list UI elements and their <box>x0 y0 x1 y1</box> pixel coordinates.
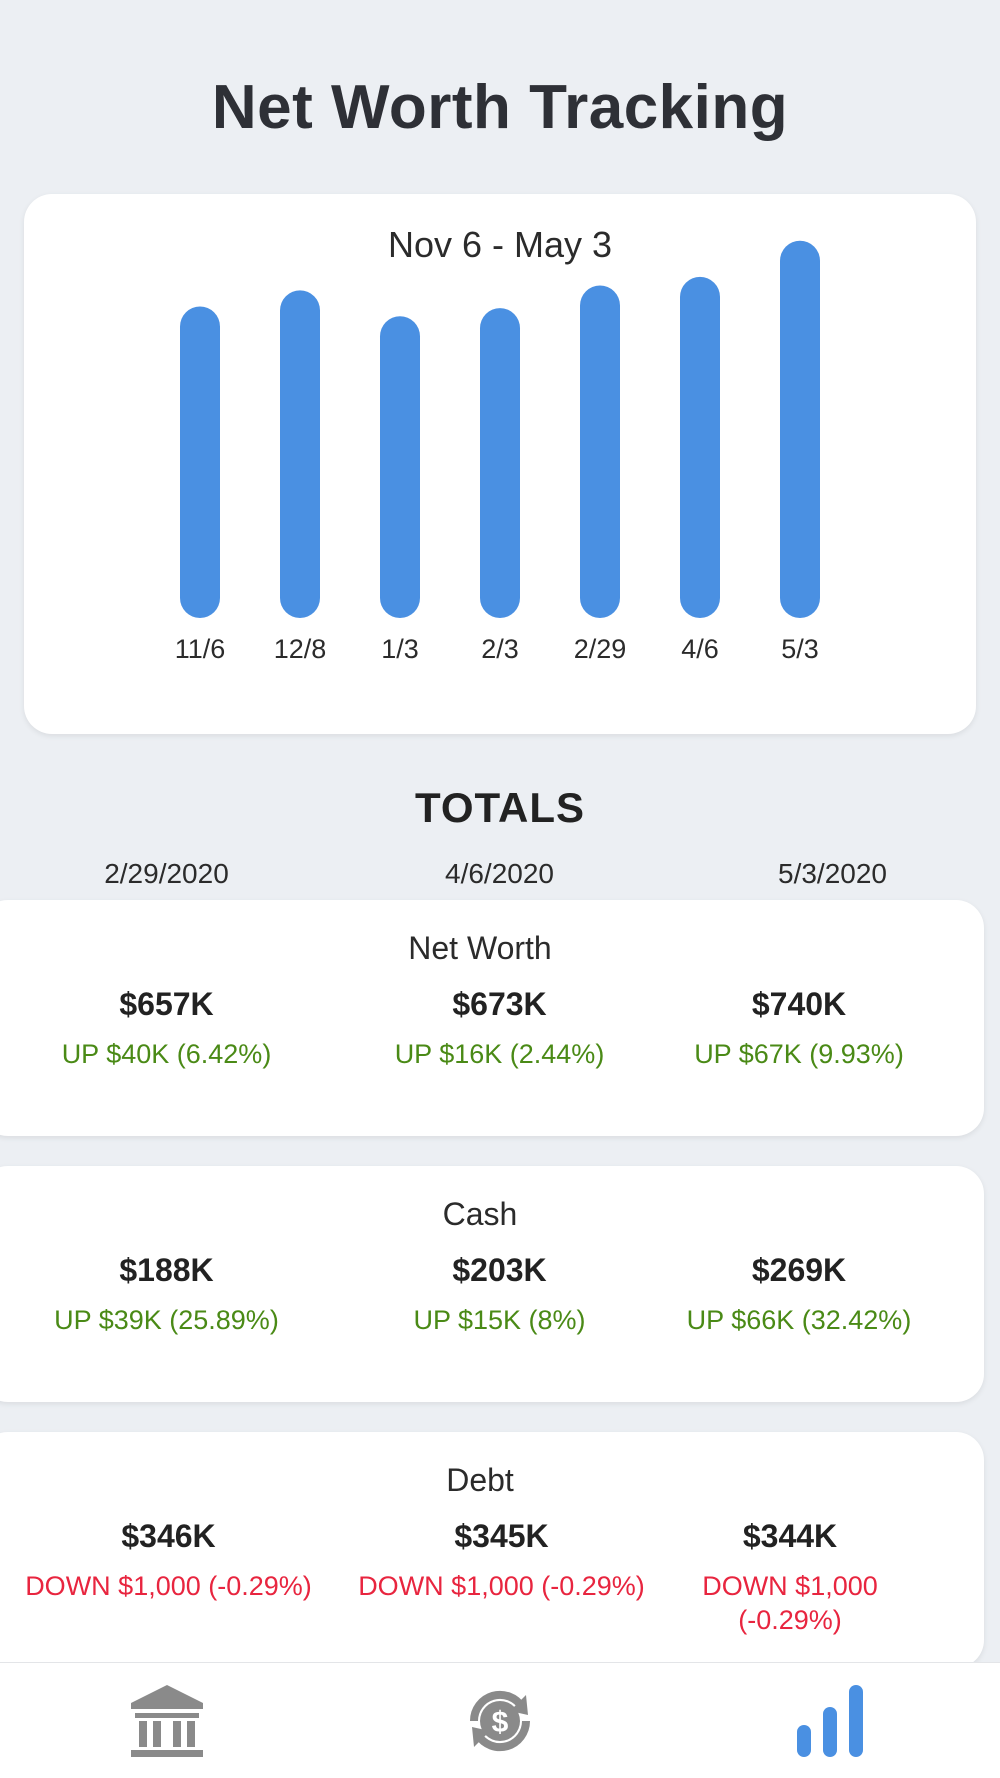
amount-value: $188K <box>119 1252 214 1288</box>
chart-card: Nov 6 - May 3 11/6 12/8 1/3 2/3 2/29 4/6 5/3 <box>24 194 976 734</box>
page-title: Net Worth Tracking <box>211 73 789 142</box>
total-cell: $344K DOWN $1,000 (-0.29%) <box>680 1518 900 1637</box>
dollar-sync-icon: $ <box>469 1690 531 1752</box>
amount-value: $269K <box>751 1252 847 1288</box>
x-tick-label: 2/3 <box>481 634 519 664</box>
total-cell: $203K UP $15K (8%) <box>333 1252 666 1337</box>
totals-date-1: 2/29/2020 <box>104 858 229 889</box>
net-worth-card: Net Worth $657K UP $40K (6.42%) $673K UP… <box>0 900 984 1136</box>
change-value: DOWN $1,000 (-0.29%) <box>358 1571 645 1601</box>
chart-title: Nov 6 - May 3 <box>387 224 613 265</box>
change-value: UP $40K (6.42%) <box>61 1039 272 1069</box>
bar-chart-icon <box>797 1685 863 1757</box>
bar-4/6 <box>680 276 720 618</box>
bar-2/29 <box>580 285 620 618</box>
total-cell: $657K UP $40K (6.42%) <box>0 986 333 1071</box>
totals-date-3: 5/3/2020 <box>778 858 887 889</box>
bar-1/3 <box>380 316 420 618</box>
change-value: UP $39K (25.89%) <box>54 1305 279 1335</box>
change-value: DOWN $1,000 (-0.29%) <box>702 1571 878 1635</box>
amount-value: $203K <box>452 1252 547 1288</box>
bar-2/3 <box>480 308 520 618</box>
tab-bar: $ <box>0 1662 1000 1778</box>
card-label: Debt <box>446 1462 514 1498</box>
card-label: Net Worth <box>408 930 552 966</box>
amount-value: $345K <box>454 1518 549 1554</box>
svg-text:$: $ <box>492 1706 509 1739</box>
x-tick-label: 4/6 <box>681 634 719 664</box>
x-tick-label: 11/6 <box>175 634 226 664</box>
bar-11/6 <box>180 306 220 618</box>
totals-heading: TOTALS <box>414 784 586 831</box>
bar-5/3 <box>780 240 820 618</box>
total-cell: $188K UP $39K (25.89%) <box>0 1252 333 1337</box>
total-cell: $345K DOWN $1,000 (-0.29%) <box>333 1518 670 1603</box>
change-value: UP $66K (32.42%) <box>686 1305 912 1335</box>
cash-card: Cash $188K UP $39K (25.89%) $203K UP $15… <box>0 1166 984 1402</box>
amount-value: $344K <box>742 1518 838 1554</box>
change-value: UP $16K (2.44%) <box>394 1039 605 1069</box>
debt-card: Debt $346K DOWN $1,000 (-0.29%) $345K DO… <box>0 1432 984 1668</box>
change-value: UP $15K (8%) <box>413 1305 586 1335</box>
card-label: Cash <box>442 1196 518 1232</box>
change-value: DOWN $1,000 (-0.29%) <box>25 1571 312 1601</box>
amount-value: $740K <box>751 986 847 1022</box>
x-tick-label: 2/29 <box>574 634 627 664</box>
change-value: UP $67K (9.93%) <box>694 1039 904 1069</box>
bank-icon <box>131 1685 203 1757</box>
tab-accounts[interactable] <box>127 1681 207 1766</box>
total-cell: $673K UP $16K (2.44%) <box>333 986 666 1071</box>
x-tick-label: 5/3 <box>781 634 819 664</box>
totals-date-2: 4/6/2020 <box>445 858 554 889</box>
total-cell: $740K UP $67K (9.93%) <box>644 986 954 1071</box>
total-cell: $269K UP $66K (32.42%) <box>644 1252 954 1337</box>
tab-transactions[interactable]: $ <box>460 1681 540 1766</box>
x-tick-label: 12/8 <box>274 634 327 664</box>
tab-net-worth[interactable] <box>793 1681 873 1766</box>
x-tick-label: 1/3 <box>381 634 419 664</box>
amount-value: $346K <box>121 1518 216 1554</box>
total-cell: $346K DOWN $1,000 (-0.29%) <box>0 1518 337 1603</box>
amount-value: $673K <box>452 986 547 1022</box>
amount-value: $657K <box>119 986 214 1022</box>
bar-chart: 11/6 12/8 1/3 2/3 2/29 4/6 5/3 <box>175 240 820 664</box>
bar-12/8 <box>280 290 320 618</box>
